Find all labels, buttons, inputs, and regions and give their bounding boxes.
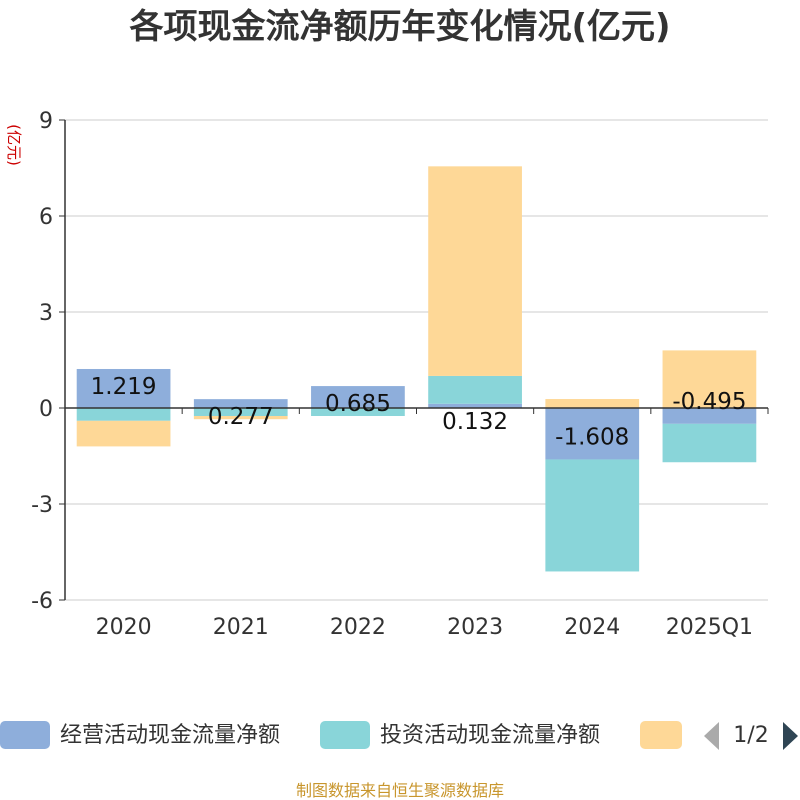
- chart-title: 各项现金流净额历年变化情况(亿元): [129, 7, 670, 47]
- bar-series2-2021[interactable]: [193, 416, 288, 420]
- data-label-2023: 0.132: [442, 409, 508, 435]
- bar-series2-2025Q1[interactable]: [662, 350, 757, 408]
- legend-label-investing: 投资活动现金流量净额: [380, 723, 600, 748]
- data-labels: 1.219 0.277 0.685 0.132 -1.608 -0.495: [91, 374, 747, 450]
- legend-item-financing[interactable]: [640, 721, 682, 749]
- y-axis-unit: (亿元): [5, 124, 23, 166]
- bar-series0-2020[interactable]: [76, 368, 171, 408]
- triangle-left-icon[interactable]: [704, 722, 719, 750]
- triangle-right-icon[interactable]: [783, 722, 798, 750]
- x-tick-label: 2020: [96, 615, 152, 640]
- data-label-2024: -1.608: [555, 424, 629, 450]
- legend: 经营活动现金流量净额 投资活动现金流量净额 1/2: [0, 721, 798, 750]
- y-tick-label: 6: [39, 205, 53, 230]
- x-tick-label: 2025Q1: [666, 615, 753, 640]
- bar-series1-2025Q1[interactable]: [662, 423, 757, 463]
- bar-series2-2024[interactable]: [545, 399, 640, 408]
- x-tick-label: 2023: [447, 615, 503, 640]
- legend-item-operating[interactable]: 经营活动现金流量净额: [0, 721, 280, 749]
- x-tick-label: 2022: [330, 615, 386, 640]
- bar-series2-2020[interactable]: [76, 420, 171, 447]
- bar-series1-2023[interactable]: [428, 375, 522, 404]
- bar-series1-2020[interactable]: [76, 408, 171, 421]
- bar-series0-2024[interactable]: [545, 408, 640, 460]
- bar-series0-2023[interactable]: [428, 403, 522, 408]
- legend-label-operating: 经营活动现金流量净额: [60, 723, 280, 748]
- x-tick-label: 2024: [564, 615, 620, 640]
- bars: [76, 166, 757, 572]
- y-tick-label: 9: [39, 109, 53, 134]
- bar-series0-2021[interactable]: [193, 399, 288, 408]
- source-note: 制图数据来自恒生聚源数据库: [296, 781, 504, 800]
- axes: -6 -3 0 3 6 9 2020 2021 2022 2023 2024 2025Q1: [31, 109, 769, 640]
- legend-page-indicator: 1/2: [733, 723, 768, 748]
- data-label-2020: 1.219: [91, 374, 157, 400]
- bar-series0-2022[interactable]: [311, 386, 405, 408]
- grid: [65, 119, 768, 601]
- legend-swatch-financing: [640, 721, 682, 749]
- y-tick-label: 3: [39, 301, 53, 326]
- x-tick-label: 2021: [213, 615, 269, 640]
- bar-series2-2023[interactable]: [428, 166, 522, 376]
- y-tick-label: -6: [31, 589, 53, 614]
- y-tick-label: 0: [39, 397, 53, 422]
- legend-item-investing[interactable]: 投资活动现金流量净额: [320, 721, 600, 749]
- legend-swatch-operating: [0, 721, 50, 749]
- bar-series1-2022[interactable]: [311, 408, 405, 416]
- data-label-2022: 0.685: [325, 391, 391, 417]
- data-label-2025Q1: -0.495: [672, 389, 746, 415]
- legend-swatch-investing: [320, 721, 370, 749]
- bar-series1-2021[interactable]: [193, 408, 288, 416]
- y-tick-label: -3: [31, 493, 53, 518]
- bar-series1-2024[interactable]: [545, 459, 640, 572]
- data-label-2021: 0.277: [208, 404, 274, 430]
- bar-series0-2025Q1[interactable]: [662, 408, 757, 424]
